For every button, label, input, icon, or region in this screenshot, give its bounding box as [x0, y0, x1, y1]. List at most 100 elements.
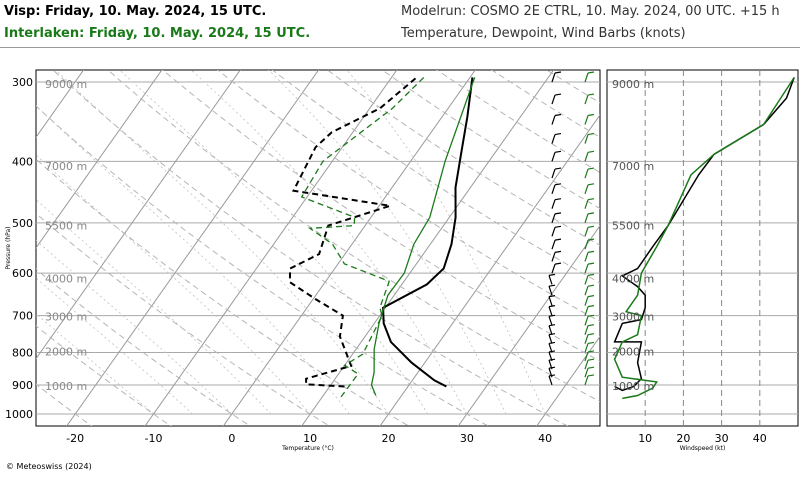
temperature-tick-label: 20	[382, 432, 396, 445]
pressure-tick-label: 600	[12, 267, 33, 280]
pressure-tick-label: 400	[12, 155, 33, 168]
interlaken-windspeed-line	[613, 76, 795, 400]
interlaken-wind-barb	[584, 333, 595, 344]
isotherm-line	[36, 70, 163, 249]
visp-wind-barb	[548, 295, 556, 306]
temperature-tick-label: 10	[303, 432, 317, 445]
altitude-label: 1000 m	[45, 380, 87, 393]
pressure-tick-label: 300	[12, 76, 33, 89]
altitude-label: 7000 m	[45, 160, 87, 173]
moist-adiabat-line	[119, 70, 429, 415]
x-axis-label: Temperature (°C)	[281, 445, 334, 452]
altitude-label: 4000 m	[45, 273, 87, 286]
interlaken-wind-barb	[584, 350, 595, 362]
altitude-label: 9000 m	[45, 78, 87, 91]
temperature-tick-label: 0	[228, 432, 235, 445]
interlaken-wind-barb	[584, 212, 595, 224]
wind-plot-frame	[606, 69, 799, 427]
interlaken-wind-barb	[584, 93, 595, 105]
visp-wind-barb	[551, 167, 562, 179]
visp-wind-barb	[551, 183, 562, 194]
interlaken-wind-barb	[584, 167, 595, 179]
altitude-label: 3000 m	[45, 310, 87, 323]
visp-wind-barb	[551, 238, 562, 250]
wind-altitude-label: 2000 m	[612, 345, 654, 358]
wind-speed-tick-label: 10	[638, 432, 652, 445]
dry-adiabat-line	[36, 105, 490, 426]
isotherm-line	[36, 70, 85, 139]
interlaken-wind-barb	[584, 262, 595, 274]
dry-adiabat-line	[107, 70, 600, 403]
moist-adiabat-line	[36, 105, 350, 415]
interlaken-wind-barb	[584, 284, 595, 296]
dry-adiabat-line	[36, 325, 172, 426]
visp-windspeed-line	[613, 77, 795, 392]
wind-altitude-label: 7000 m	[612, 160, 654, 173]
isotherm-line	[222, 70, 476, 426]
header-divider	[0, 47, 800, 48]
interlaken-temperature-line	[370, 77, 476, 396]
dry-adiabat-line	[36, 268, 252, 426]
interlaken-wind-barb	[584, 113, 595, 125]
interlaken-wind-barb	[584, 374, 595, 386]
visp-wind-barb	[548, 284, 556, 296]
temperature-tick-label: 40	[538, 432, 552, 445]
model-run-label: Modelrun: COSMO 2E CTRL, 10. May. 2024, …	[401, 4, 780, 19]
moist-adiabat-line	[268, 70, 507, 415]
wind-grid	[607, 70, 798, 426]
dry-adiabat-line	[52, 70, 569, 426]
wind-x-axis-label: Windspeed (kt)	[680, 445, 726, 452]
interlaken-wind-barb	[584, 71, 595, 83]
wind-speed-tick-label: 30	[715, 432, 729, 445]
credit-footer: © Meteoswiss (2024)	[6, 462, 92, 471]
visp-wind-barb	[548, 273, 556, 285]
visp-wind-barb	[551, 93, 562, 105]
skewt-grid	[36, 70, 600, 426]
interlaken-wind-barb	[584, 132, 595, 144]
visp-wind-barb	[551, 212, 562, 224]
interlaken-wind-barb	[584, 341, 595, 353]
pressure-tick-label: 800	[12, 346, 33, 359]
visp-wind-barb	[551, 250, 562, 262]
wind-altitude-label: 9000 m	[612, 78, 654, 91]
dry-adiabat-line	[216, 70, 600, 323]
altitude-label: 5500 m	[45, 220, 87, 233]
wind-altitude-label: 3000 m	[612, 310, 654, 323]
moist-adiabat-line	[36, 198, 272, 415]
profile-lines	[288, 76, 476, 398]
wind-speed-tick-label: 40	[753, 432, 767, 445]
interlaken-wind-barb	[584, 238, 595, 250]
isotherm-line	[379, 114, 600, 426]
temperature-tick-label: -10	[145, 432, 163, 445]
interlaken-wind-barb	[584, 250, 595, 262]
interlaken-wind-barb	[584, 183, 595, 194]
moist-adiabat-line	[36, 239, 233, 415]
temperature-tick-label: -20	[66, 432, 84, 445]
y-axis-label: Pressure (hPa)	[5, 226, 12, 269]
pressure-tick-label: 500	[12, 217, 33, 230]
isotherm-line	[457, 224, 600, 426]
visp-wind-barb	[551, 198, 562, 209]
visp-wind-barb	[551, 225, 562, 237]
wind-altitude-label: 1000 m	[612, 380, 654, 393]
interlaken-wind-barb	[584, 358, 595, 370]
moist-adiabat-line	[190, 70, 468, 415]
pressure-tick-label: 700	[12, 310, 33, 323]
interlaken-wind-barb	[584, 324, 595, 335]
isotherm-line	[66, 70, 320, 426]
isotherm-line	[536, 335, 600, 426]
interlaken-wind-barb	[584, 273, 595, 285]
interlaken-wind-barb	[584, 198, 595, 209]
altitude-label: 2000 m	[45, 345, 87, 358]
visp-wind-barb	[551, 262, 562, 274]
visp-wind-barb	[548, 314, 556, 326]
main-axes: 9000 m 7000 m 5500 m 4000 m 3000 m 2000 m 1000…	[5, 76, 552, 452]
visp-wind-barb	[551, 71, 562, 83]
moist-adiabat-line	[36, 313, 154, 415]
variables-label: Temperature, Dewpoint, Wind Barbs (knots…	[401, 26, 686, 41]
visp-dewpoint-line	[288, 76, 418, 388]
interlaken-wind-barb	[584, 305, 595, 316]
interlaken-dewpoint-line	[300, 76, 425, 398]
temperature-tick-label: 30	[460, 432, 474, 445]
